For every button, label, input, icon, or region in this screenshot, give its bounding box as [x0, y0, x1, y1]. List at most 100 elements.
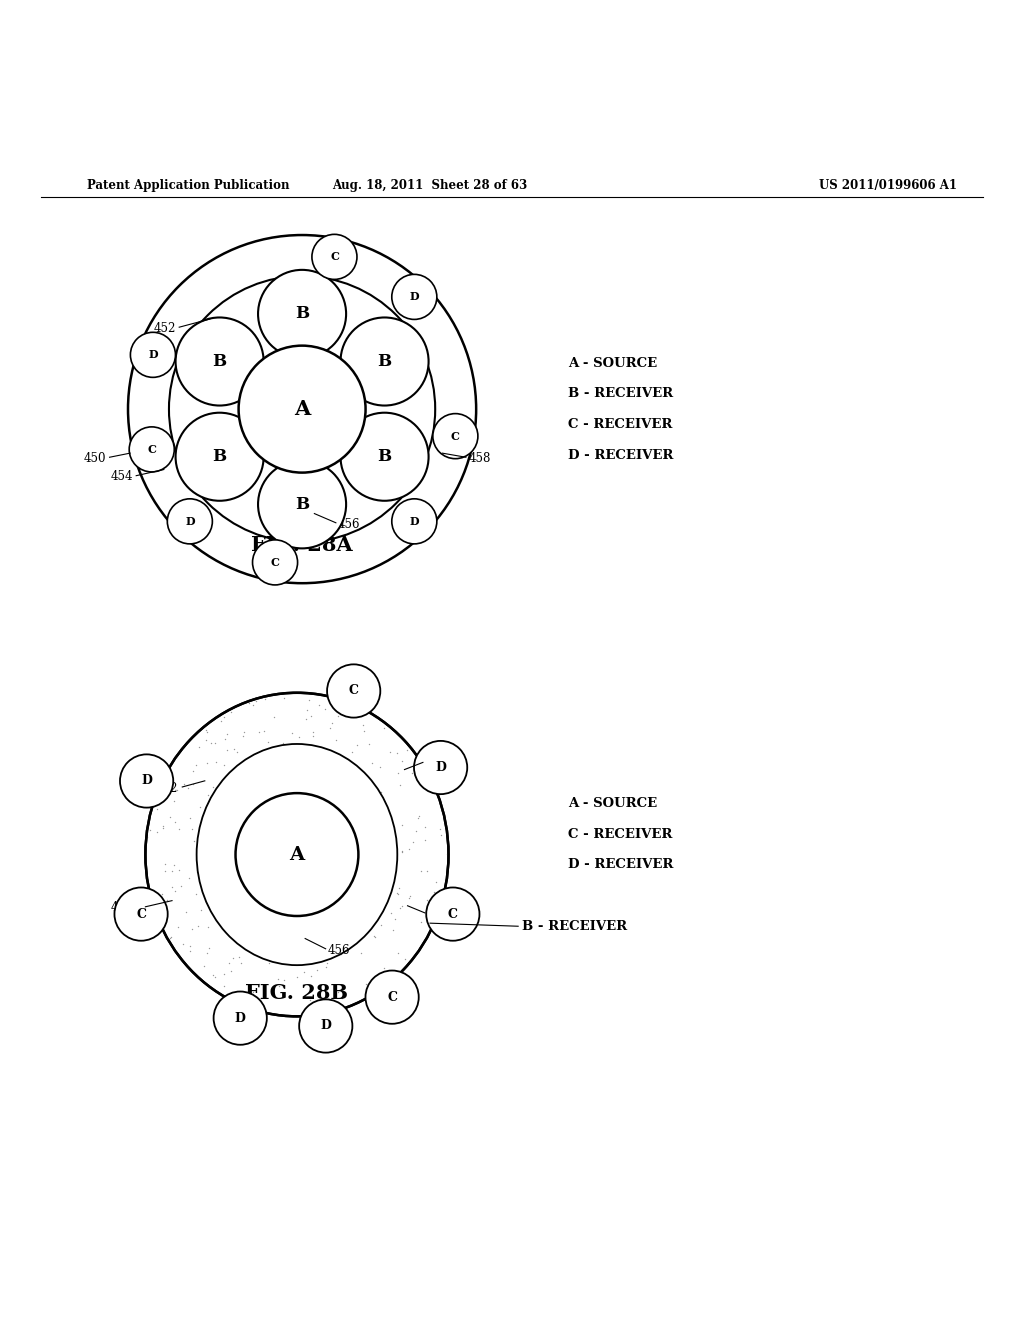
Circle shape: [392, 499, 437, 544]
Point: [218, 739, 234, 760]
Point: [301, 989, 317, 1010]
Point: [167, 812, 183, 833]
Point: [328, 729, 344, 750]
Point: [226, 739, 243, 760]
Point: [245, 694, 261, 715]
Point: [389, 743, 406, 764]
Point: [373, 915, 389, 936]
Point: [147, 883, 164, 904]
Point: [193, 796, 209, 817]
Point: [262, 978, 279, 999]
Point: [266, 706, 283, 727]
Point: [252, 998, 268, 1019]
Point: [221, 952, 238, 973]
Text: C - RECEIVER: C - RECEIVER: [568, 828, 673, 841]
Point: [410, 808, 426, 829]
Point: [324, 711, 340, 733]
Point: [253, 987, 269, 1008]
Point: [215, 706, 231, 727]
Point: [394, 751, 411, 772]
Text: 454A: 454A: [111, 902, 141, 915]
Text: 450: 450: [84, 451, 106, 465]
Point: [172, 875, 188, 896]
Circle shape: [169, 276, 435, 543]
Point: [372, 756, 388, 777]
Point: [171, 818, 187, 840]
Point: [161, 780, 177, 801]
Point: [176, 774, 193, 795]
Circle shape: [115, 887, 168, 941]
Text: C: C: [136, 908, 146, 920]
Point: [316, 698, 333, 719]
Point: [426, 882, 442, 903]
Point: [205, 777, 221, 799]
Circle shape: [120, 754, 173, 808]
Point: [178, 902, 195, 923]
Text: D - RECEIVER: D - RECEIVER: [568, 449, 674, 462]
Text: D: D: [321, 1019, 331, 1032]
Point: [401, 838, 418, 859]
Point: [228, 983, 245, 1005]
Point: [156, 814, 172, 836]
Point: [201, 939, 217, 960]
Point: [191, 737, 208, 758]
Point: [394, 814, 411, 836]
Circle shape: [366, 970, 419, 1024]
Point: [358, 973, 375, 994]
Text: B - RECEIVER: B - RECEIVER: [568, 387, 674, 400]
Text: 458: 458: [469, 451, 492, 465]
Point: [408, 820, 424, 841]
Circle shape: [258, 269, 346, 358]
Circle shape: [341, 413, 429, 500]
Point: [161, 776, 177, 797]
Text: FIG. 28B: FIG. 28B: [246, 983, 348, 1003]
Text: 452: 452: [154, 322, 176, 335]
Point: [439, 843, 456, 865]
Point: [394, 895, 411, 916]
Point: [252, 998, 268, 1019]
Point: [361, 734, 378, 755]
Text: C: C: [349, 685, 358, 697]
Point: [200, 785, 216, 807]
Text: B: B: [295, 496, 309, 513]
Circle shape: [426, 887, 479, 941]
Point: [139, 826, 156, 847]
Point: [189, 916, 206, 937]
Point: [241, 692, 257, 713]
Circle shape: [299, 999, 352, 1052]
Point: [435, 810, 452, 832]
Point: [322, 718, 338, 739]
Point: [232, 952, 249, 973]
Point: [275, 688, 292, 709]
Ellipse shape: [197, 744, 397, 965]
Point: [170, 916, 186, 937]
Circle shape: [341, 318, 429, 405]
Point: [175, 933, 191, 954]
Point: [211, 706, 227, 727]
Point: [378, 970, 394, 991]
Text: 456: 456: [338, 519, 360, 532]
Point: [391, 898, 408, 919]
Circle shape: [130, 333, 175, 378]
Text: 456: 456: [328, 944, 350, 957]
Point: [199, 942, 215, 964]
Point: [409, 754, 425, 775]
Point: [207, 966, 223, 987]
Point: [163, 927, 179, 948]
Circle shape: [433, 413, 478, 458]
Point: [391, 878, 408, 899]
Circle shape: [175, 318, 263, 405]
Point: [383, 902, 399, 923]
Point: [413, 911, 429, 932]
Text: D: D: [435, 762, 446, 774]
Point: [158, 853, 174, 874]
Text: C: C: [270, 557, 280, 568]
Point: [412, 805, 428, 826]
Point: [162, 807, 178, 828]
Point: [419, 888, 435, 909]
Point: [260, 731, 276, 752]
Point: [167, 880, 183, 902]
Text: C - RECEIVER: C - RECEIVER: [568, 418, 673, 430]
Text: 450: 450: [425, 755, 447, 768]
Point: [344, 742, 360, 763]
